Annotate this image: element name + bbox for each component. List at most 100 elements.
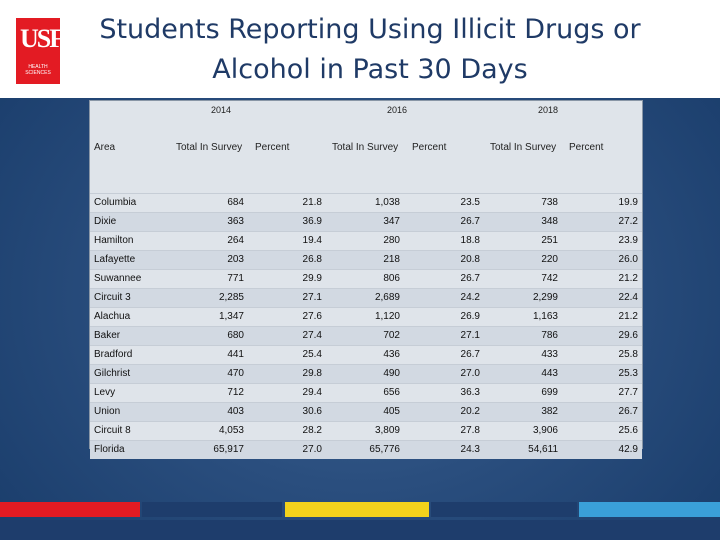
percent-cell: 27.1 (302, 292, 322, 303)
data-table: 2014 2016 2018 Area Total In Survey Perc… (89, 100, 643, 459)
total-cell: 405 (383, 406, 400, 417)
table-row: Alachua 1,347 27.6 1,120 26.9 1,163 21.2 (90, 307, 642, 326)
stripe-navy (142, 502, 282, 517)
table-row: Circuit 3 2,285 27.1 2,689 24.2 2,299 22.4 (90, 288, 642, 307)
percent-cell: 25.3 (618, 368, 638, 379)
total-cell: 403 (227, 406, 244, 417)
total-cell: 771 (227, 273, 244, 284)
usf-logo: USF HEALTH SCIENCES (16, 18, 65, 84)
area-cell: Circuit 3 (94, 292, 131, 303)
percent-cell: 25.4 (302, 349, 322, 360)
area-cell: Union (94, 406, 121, 417)
total-cell: 3,906 (532, 425, 558, 436)
total-cell: 363 (227, 216, 244, 227)
percent-cell: 24.2 (460, 292, 480, 303)
total-cell: 699 (541, 387, 558, 398)
total-cell: 441 (227, 349, 244, 360)
area-cell: Gilchrist (94, 368, 131, 379)
total-cell: 702 (383, 330, 400, 341)
total-cell: 1,038 (374, 197, 400, 208)
total-cell: 264 (227, 235, 244, 246)
total-cell: 2,689 (374, 292, 400, 303)
total-cell: 656 (383, 387, 400, 398)
total-cell: 680 (227, 330, 244, 341)
area-cell: Bradford (94, 349, 133, 360)
percent-cell: 21.2 (618, 273, 638, 284)
percent-cell: 27.7 (618, 387, 638, 398)
table-row: Levy 712 29.4 656 36.3 699 27.7 (90, 383, 642, 402)
table-row: Gilchrist 470 29.8 490 27.0 443 25.3 (90, 364, 642, 383)
percent-cell: 26.7 (460, 216, 480, 227)
percent-cell: 21.8 (302, 197, 322, 208)
total-cell: 65,917 (213, 444, 244, 455)
percent-cell: 25.8 (618, 349, 638, 360)
total-cell: 218 (383, 254, 400, 265)
total-cell: 436 (383, 349, 400, 360)
total-cell: 443 (541, 368, 558, 379)
area-cell: Lafayette (94, 254, 136, 265)
percent-header-2018: Percent (569, 142, 604, 153)
percent-cell: 26.7 (460, 273, 480, 284)
slide-title: Students Reporting Using Illicit Drugs o… (99, 14, 641, 85)
percent-cell: 26.9 (460, 311, 480, 322)
table-row: Circuit 8 4,053 28.2 3,809 27.8 3,906 25.6 (90, 421, 642, 440)
percent-cell: 24.3 (460, 444, 480, 455)
table-row: Bradford 441 25.4 436 26.7 433 25.8 (90, 345, 642, 364)
year-header-2018: 2018 (537, 105, 559, 115)
percent-header-2014: Percent (255, 142, 290, 153)
area-cell: Dixie (94, 216, 117, 227)
total-header-2016: Total In Survey (332, 142, 399, 153)
total-cell: 1,163 (532, 311, 558, 322)
total-cell: 347 (383, 216, 400, 227)
total-cell: 54,611 (528, 444, 558, 455)
total-cell: 470 (227, 368, 244, 379)
percent-cell: 18.8 (460, 235, 480, 246)
total-cell: 251 (541, 235, 558, 246)
percent-cell: 36.9 (302, 216, 322, 227)
total-cell: 738 (541, 197, 558, 208)
total-header-2014: Total In Survey (176, 142, 243, 153)
percent-cell: 30.6 (302, 406, 322, 417)
total-cell: 4,053 (218, 425, 244, 436)
area-cell: Alachua (94, 311, 131, 322)
percent-cell: 25.6 (618, 425, 638, 436)
year-header-2014: 2014 (210, 105, 232, 115)
percent-cell: 27.1 (460, 330, 480, 341)
table-row: Dixie 363 36.9 347 26.7 348 27.2 (90, 212, 642, 231)
bottom-bar (0, 520, 720, 540)
percent-cell: 23.5 (460, 197, 480, 208)
table-row: Florida 65,917 27.0 65,776 24.3 54,611 42.9 (90, 440, 642, 459)
total-cell: 786 (541, 330, 558, 341)
area-cell: Suwannee (94, 273, 142, 284)
logo-subtitle: HEALTH SCIENCES (25, 64, 51, 76)
percent-cell: 26.7 (460, 349, 480, 360)
stripe-yellow (285, 502, 429, 517)
table-row: Hamilton 264 19.4 280 18.8 251 23.9 (90, 231, 642, 250)
percent-header-2016: Percent (412, 142, 447, 153)
total-cell: 742 (541, 273, 558, 284)
percent-cell: 42.9 (618, 444, 638, 455)
total-cell: 2,299 (532, 292, 558, 303)
percent-cell: 27.4 (302, 330, 322, 341)
area-cell: Baker (94, 330, 121, 341)
percent-cell: 29.6 (618, 330, 638, 341)
percent-cell: 29.8 (302, 368, 322, 379)
total-cell: 280 (383, 235, 400, 246)
total-cell: 684 (227, 197, 244, 208)
area-cell: Circuit 8 (94, 425, 131, 436)
table-row: Baker 680 27.4 702 27.1 786 29.6 (90, 326, 642, 345)
percent-cell: 27.2 (618, 216, 638, 227)
percent-cell: 26.8 (302, 254, 322, 265)
percent-cell: 36.3 (460, 387, 480, 398)
percent-cell: 26.7 (618, 406, 638, 417)
percent-cell: 27.0 (460, 368, 480, 379)
stripe-red (0, 502, 140, 517)
total-cell: 3,809 (374, 425, 400, 436)
total-cell: 65,776 (369, 444, 400, 455)
total-cell: 220 (541, 254, 558, 265)
area-cell: Levy (94, 387, 116, 398)
percent-cell: 20.8 (460, 254, 480, 265)
total-cell: 490 (383, 368, 400, 379)
total-cell: 806 (383, 273, 400, 284)
percent-cell: 21.2 (618, 311, 638, 322)
